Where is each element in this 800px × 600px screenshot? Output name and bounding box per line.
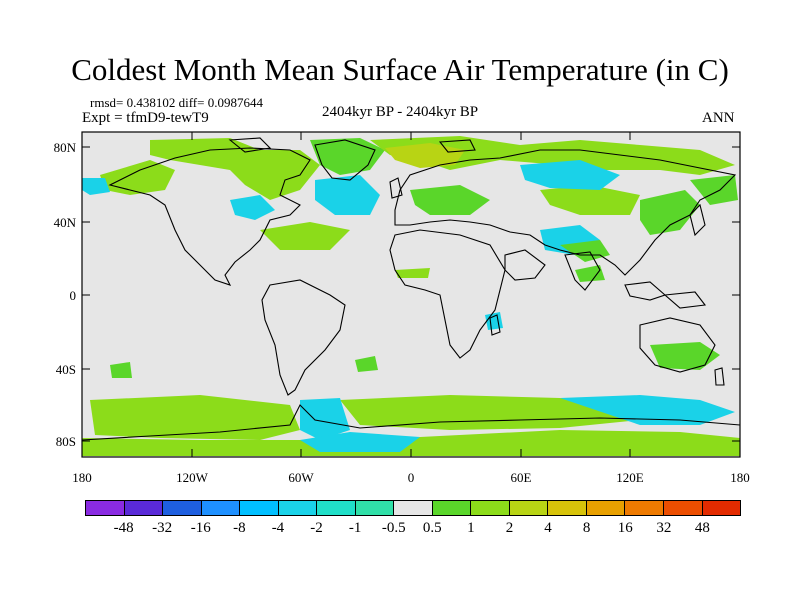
colorbar-swatch — [702, 501, 741, 515]
field-south-atlantic-green — [355, 356, 378, 372]
coast-australia — [639, 317, 716, 373]
colorbar-label: 48 — [694, 520, 710, 536]
colorbar-label: -1 — [348, 520, 362, 536]
field-southern-ocean-east — [340, 395, 640, 430]
field-antarctica-blue — [300, 432, 420, 452]
x-tick-label: 60E — [510, 470, 532, 485]
colorbar-swatch — [625, 501, 664, 515]
y-tick-label: 80S — [55, 434, 76, 449]
x-tick-label: 180 — [730, 470, 750, 485]
x-tick-label: 180 — [72, 470, 92, 485]
colorbar-label: -16 — [190, 520, 211, 536]
field-alaska — [100, 160, 175, 195]
colorbar-swatch — [163, 501, 202, 515]
colorbar-label: 32 — [656, 520, 672, 536]
coast-new-zealand — [714, 367, 725, 386]
colorbar-swatch — [201, 501, 241, 515]
coast-japan — [689, 203, 706, 237]
colorbar-swatch — [471, 501, 510, 515]
x-tick-label: 60W — [288, 470, 314, 485]
coast-india — [564, 251, 601, 291]
y-tick-label: 40S — [55, 362, 76, 377]
coast-greenland — [314, 139, 376, 181]
colorbar-label: 8 — [582, 520, 591, 536]
colorbar-label: 1 — [467, 520, 475, 536]
colorbar-label: -48 — [113, 520, 134, 536]
y-tick-label: 0 — [69, 288, 77, 303]
colorbar — [85, 500, 741, 516]
colorbar-swatch — [432, 501, 472, 515]
field-north-atlantic-green — [260, 222, 350, 250]
field-west-pacific — [690, 175, 738, 205]
colorbar-label: -8 — [233, 520, 246, 536]
field-southern-ocean-blue — [560, 395, 735, 425]
colorbar-swatch — [317, 501, 356, 515]
field-australia-green — [650, 342, 720, 370]
field-siberia-core — [385, 143, 465, 168]
colorbar-label: 0.5 — [422, 520, 442, 536]
x-tick-label: 120W — [176, 470, 208, 485]
field-south-pacific-green — [110, 362, 132, 378]
colorbar-swatch — [124, 501, 164, 515]
axis-ticks — [81, 132, 741, 457]
coast-uk — [389, 177, 403, 199]
colorbar-swatch — [548, 501, 587, 515]
coast-eurasia — [394, 149, 737, 276]
x-tick-label: 120E — [616, 470, 644, 485]
field-arabia-green — [560, 240, 610, 262]
period-label: 2404kyr BP - 2404kyr BP — [322, 104, 479, 120]
field-sahara-green — [395, 268, 430, 278]
experiment-label: Expt = tfmD9-tewT9 — [82, 110, 209, 126]
field-ross-sea-blue — [300, 398, 350, 440]
field-east-asia — [640, 190, 700, 235]
season-label: ANN — [702, 110, 735, 126]
colorbar-label: -4 — [271, 520, 285, 536]
coast-southeast-asia — [624, 281, 707, 309]
coastlines — [81, 137, 741, 441]
y-tick-label: 80N — [53, 140, 76, 155]
colorbar-swatch — [240, 501, 279, 515]
colorbar-swatch — [278, 501, 318, 515]
anomaly-fields — [82, 136, 740, 456]
colorbar-swatch — [663, 501, 703, 515]
colorbar-label: -0.5 — [381, 520, 406, 536]
field-europe — [410, 185, 490, 215]
coast-madagascar — [489, 314, 501, 336]
coast-arabia — [504, 249, 546, 281]
colorbar-label: 16 — [617, 520, 633, 536]
coast-africa — [389, 229, 506, 359]
field-canada-blue — [230, 195, 275, 220]
colorbar-label: -32 — [152, 520, 173, 536]
coast-north-america — [108, 147, 311, 286]
colorbar-label: 2 — [505, 520, 514, 536]
colorbar-label: 4 — [544, 520, 552, 536]
chart-title: Coldest Month Mean Surface Air Temperatu… — [71, 52, 729, 87]
coast-south-america — [261, 279, 346, 396]
coast-antarctica — [81, 404, 741, 441]
coast-arctic-islands — [228, 137, 476, 153]
colorbar-swatch — [394, 501, 433, 515]
colorbar-label: -2 — [310, 520, 323, 536]
colorbar-swatch — [355, 501, 395, 515]
colorbar-swatch — [86, 501, 125, 515]
field-africa-blue — [485, 312, 503, 330]
field-north-pacific-blue — [82, 178, 110, 195]
field-north-atlantic-blue — [315, 175, 380, 215]
field-barents-blue — [520, 160, 620, 190]
x-tick-label: 0 — [407, 470, 415, 485]
field-indian-ocean-green — [575, 265, 605, 282]
stats-line: rmsd= 0.438102 diff= 0.0987644 — [90, 95, 263, 110]
field-central-asia — [540, 185, 640, 215]
y-tick-label: 40N — [53, 215, 76, 230]
field-arctic-eurasia — [370, 136, 735, 175]
colorbar-swatch — [586, 501, 626, 515]
colorbar-swatch — [509, 501, 549, 515]
